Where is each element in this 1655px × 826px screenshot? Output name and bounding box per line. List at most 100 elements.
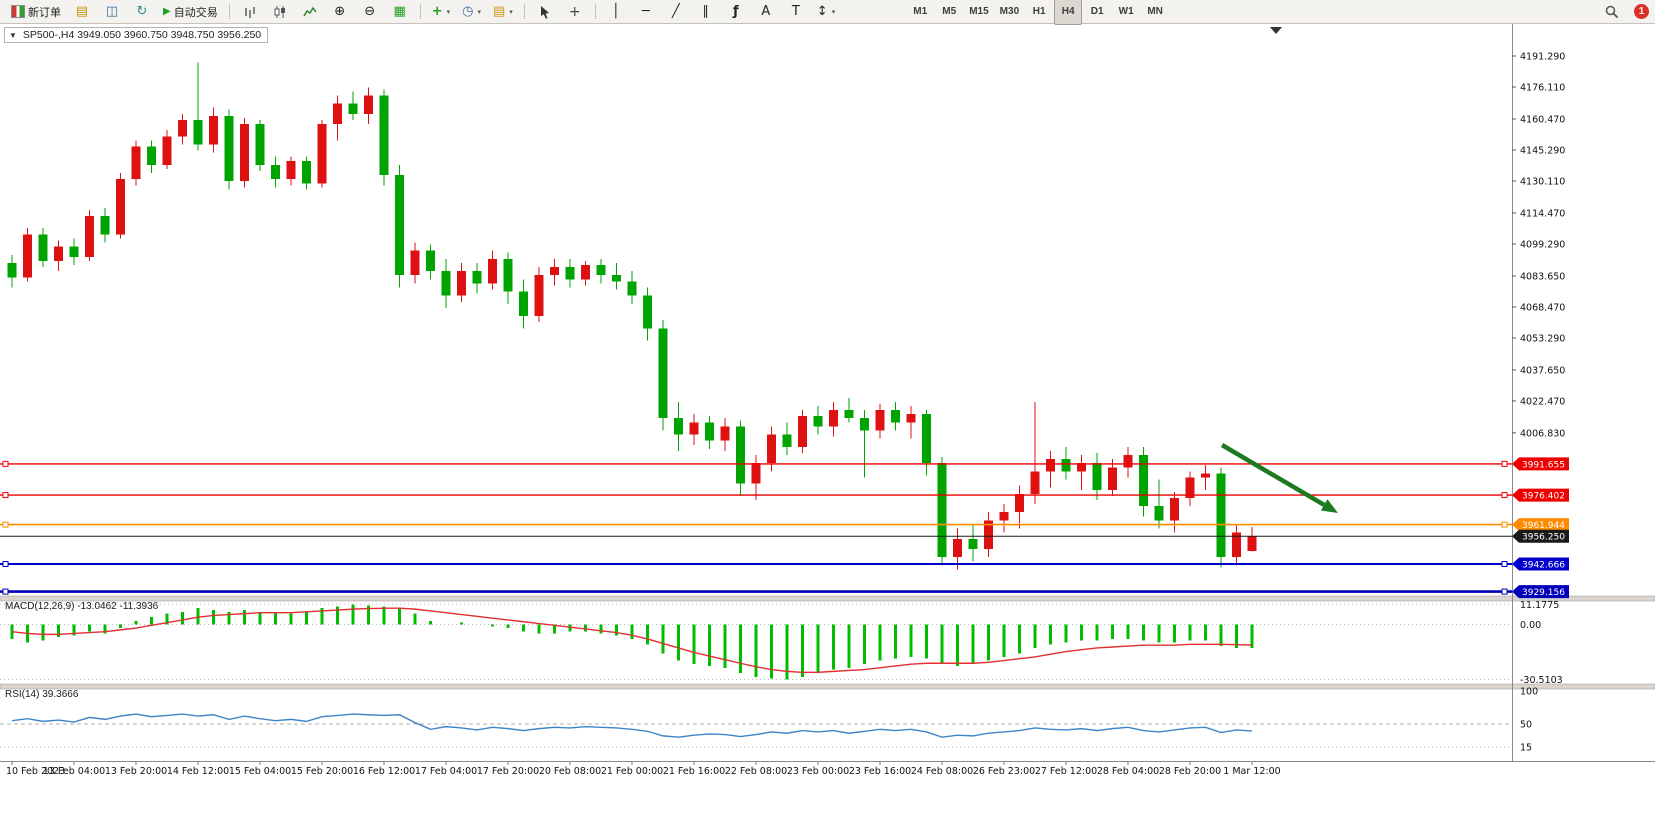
new-order-label: 新订单 xyxy=(28,6,61,19)
search-button[interactable] xyxy=(1598,1,1626,23)
chart-shift-marker[interactable] xyxy=(1270,27,1282,34)
hline-handle[interactable] xyxy=(2,521,9,528)
indicators-button[interactable]: + ▾ xyxy=(427,1,455,23)
zoom-in-button[interactable]: ⊕ xyxy=(326,1,354,23)
price-axis-label: 4068.470 xyxy=(1520,302,1565,313)
charts-button[interactable]: ▤ xyxy=(68,1,96,23)
candlestick-type-button[interactable] xyxy=(266,1,294,23)
candle-body xyxy=(1061,459,1071,472)
timeframe-m5-button[interactable]: M5 xyxy=(942,6,957,17)
hline-handle[interactable] xyxy=(1501,521,1508,528)
label-tool-button[interactable]: T xyxy=(782,1,810,23)
time-axis-label: 28 Feb 04:00 xyxy=(1097,766,1159,777)
hline-handle[interactable] xyxy=(2,492,9,499)
line-chart-type-button[interactable] xyxy=(296,1,324,23)
one-click-trading-toggle[interactable]: ▼ xyxy=(9,30,17,40)
candle-body xyxy=(333,103,342,125)
candle-body xyxy=(410,250,420,276)
svg-text:3976.402: 3976.402 xyxy=(1522,492,1565,502)
arrows-tool-icon: ↕ xyxy=(816,4,828,19)
tile-windows-button[interactable]: ▦ xyxy=(386,1,414,23)
hline-handle[interactable] xyxy=(1501,560,1508,567)
timeframe-m30-button[interactable]: M30 xyxy=(999,6,1020,17)
hline-handle[interactable] xyxy=(1501,588,1508,595)
candle-body xyxy=(751,463,761,484)
hline-handle[interactable] xyxy=(2,588,9,595)
trend-arrow[interactable] xyxy=(1220,443,1326,507)
channel-button[interactable]: ∥ xyxy=(692,1,720,23)
candle-body xyxy=(627,281,637,296)
fibonacci-icon: ƒ xyxy=(732,4,739,19)
rsi-line xyxy=(11,713,1253,738)
zoom-out-button[interactable]: ⊖ xyxy=(356,1,384,23)
macd-axis-label: 11.1775 xyxy=(1520,600,1559,611)
timeframe-h4-button[interactable]: H4 xyxy=(1054,0,1083,25)
new-order-button[interactable]: 新订单 xyxy=(6,1,66,23)
refresh-button[interactable]: ↻ xyxy=(128,1,156,23)
candle-body xyxy=(38,234,48,261)
candle-body xyxy=(317,124,327,184)
timeframe-m1-button[interactable]: M1 xyxy=(913,6,928,17)
candles-layer xyxy=(7,62,1257,570)
price-axis-label: 4160.470 xyxy=(1520,114,1565,125)
fibonacci-button[interactable]: ƒ xyxy=(722,1,750,23)
arrows-tool-button[interactable]: ↕ ▾ xyxy=(812,1,840,23)
market-depth-button[interactable]: ◫ xyxy=(98,1,126,23)
candle-body xyxy=(937,463,947,558)
hline-handle[interactable] xyxy=(1501,492,1508,499)
rsi-panel-splitter[interactable] xyxy=(0,683,1655,690)
time-axis-label: 21 Feb 16:00 xyxy=(663,766,725,777)
candle-body xyxy=(503,258,513,292)
toolbar-separator xyxy=(594,4,596,19)
cursor-button[interactable] xyxy=(531,1,559,23)
time-axis-label: 17 Feb 20:00 xyxy=(477,766,539,777)
zoom-out-icon: ⊖ xyxy=(364,4,376,19)
hline-handle[interactable] xyxy=(2,460,9,467)
crosshair-icon: + xyxy=(568,3,581,20)
periods-button[interactable]: ◷ ▾ xyxy=(457,1,486,23)
candle-body xyxy=(906,414,916,423)
candle-body xyxy=(395,175,404,276)
templates-button[interactable]: ▤ ▾ xyxy=(488,1,518,23)
chevron-down-icon: ▾ xyxy=(477,7,481,16)
candle-body xyxy=(1077,463,1086,472)
candle-body xyxy=(1232,532,1241,558)
vertical-line-button[interactable]: │ xyxy=(602,1,630,23)
trendline-button[interactable]: ╱ xyxy=(662,1,690,23)
candle-body xyxy=(705,422,714,441)
text-tool-icon: A xyxy=(761,4,771,19)
candle-body xyxy=(441,271,451,296)
toolbar-separator xyxy=(228,4,230,19)
timeframe-h1-button[interactable]: H1 xyxy=(1032,6,1046,17)
refresh-icon: ↻ xyxy=(136,4,148,19)
notification-badge[interactable]: 1 xyxy=(1634,4,1649,19)
price-badge-resistance-1: 3991.655 xyxy=(1512,457,1569,471)
crosshair-button[interactable]: + xyxy=(561,1,589,23)
svg-text:3956.250: 3956.250 xyxy=(1522,533,1565,543)
time-axis-label: 17 Feb 04:00 xyxy=(415,766,477,777)
timeframe-d1-button[interactable]: D1 xyxy=(1090,6,1104,17)
svg-text:3929.156: 3929.156 xyxy=(1522,588,1565,598)
timeframe-mn-button[interactable]: MN xyxy=(1147,6,1163,17)
candle-body xyxy=(565,267,575,280)
candle-body xyxy=(379,95,389,176)
time-axis-label: 1 Mar 12:00 xyxy=(1223,766,1280,777)
hline-handle[interactable] xyxy=(1501,460,1508,467)
trend-arrow-head[interactable] xyxy=(1320,499,1338,513)
hline-handle[interactable] xyxy=(2,560,9,567)
timeframe-m15-button[interactable]: M15 xyxy=(969,6,989,17)
macd-panel-splitter[interactable] xyxy=(0,595,1655,602)
candle-body xyxy=(1216,473,1226,558)
horizontal-line-button[interactable]: ─ xyxy=(632,1,660,23)
bar-chart-type-button[interactable] xyxy=(236,1,264,23)
price-axis-label: 4099.290 xyxy=(1520,239,1565,250)
candle-body xyxy=(1201,473,1210,478)
candle-body xyxy=(1092,463,1102,490)
time-axis-label: 16 Feb 12:00 xyxy=(353,766,415,777)
timeframe-w1-button[interactable]: W1 xyxy=(1118,6,1134,17)
text-tool-button[interactable]: A xyxy=(752,1,780,23)
candle-body xyxy=(875,410,885,431)
auto-trading-button[interactable]: ▶ 自动交易 xyxy=(158,1,223,23)
candle-body xyxy=(813,416,823,427)
